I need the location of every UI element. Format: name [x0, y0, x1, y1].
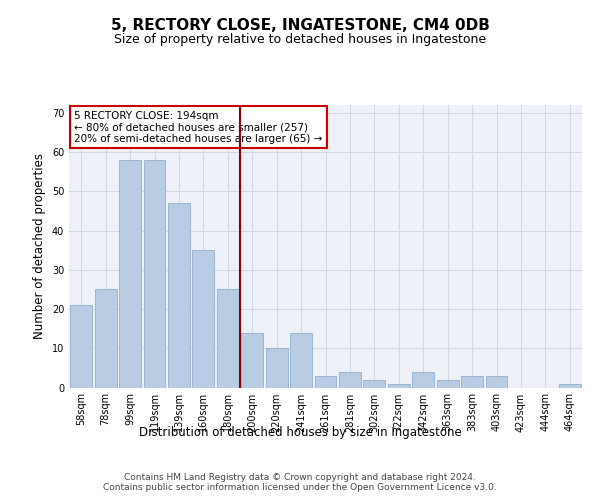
Bar [217, 290, 239, 388]
Bar [314, 376, 337, 388]
Bar [290, 332, 312, 388]
Bar [143, 160, 166, 388]
Bar [119, 160, 141, 388]
Y-axis label: Number of detached properties: Number of detached properties [33, 153, 46, 340]
Text: Distribution of detached houses by size in Ingatestone: Distribution of detached houses by size … [139, 426, 461, 439]
Text: Contains HM Land Registry data © Crown copyright and database right 2024.
Contai: Contains HM Land Registry data © Crown c… [103, 472, 497, 492]
Bar [266, 348, 287, 388]
Text: 5, RECTORY CLOSE, INGATESTONE, CM4 0DB: 5, RECTORY CLOSE, INGATESTONE, CM4 0DB [110, 18, 490, 32]
Bar [70, 305, 92, 388]
Bar [193, 250, 214, 388]
Text: Size of property relative to detached houses in Ingatestone: Size of property relative to detached ho… [114, 32, 486, 46]
Bar [364, 380, 385, 388]
Bar [388, 384, 410, 388]
Bar [339, 372, 361, 388]
Bar [168, 203, 190, 388]
Bar [95, 290, 116, 388]
Bar [559, 384, 581, 388]
Text: 5 RECTORY CLOSE: 194sqm
← 80% of detached houses are smaller (257)
20% of semi-d: 5 RECTORY CLOSE: 194sqm ← 80% of detache… [74, 110, 323, 144]
Bar [412, 372, 434, 388]
Bar [485, 376, 508, 388]
Bar [437, 380, 458, 388]
Bar [241, 332, 263, 388]
Bar [461, 376, 483, 388]
